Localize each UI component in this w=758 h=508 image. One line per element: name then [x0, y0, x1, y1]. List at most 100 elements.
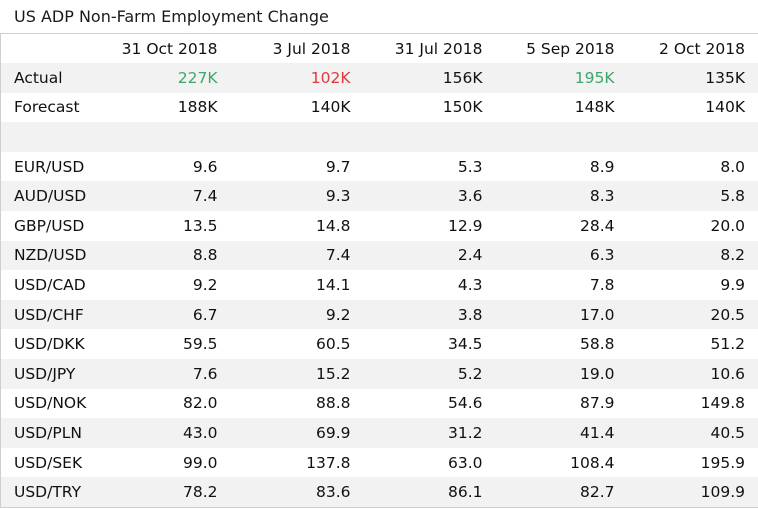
pair-value: 8.0 [628, 152, 758, 182]
pair-value: 9.3 [231, 181, 364, 211]
pair-value: 5.2 [364, 359, 496, 389]
pair-value: 41.4 [496, 418, 628, 448]
pair-value: 8.8 [89, 241, 231, 271]
row-label: Actual [1, 63, 89, 93]
pair-value: 58.8 [496, 329, 628, 359]
pair-value: 7.6 [89, 359, 231, 389]
pair-value: 99.0 [89, 448, 231, 478]
pair-value: 88.8 [231, 389, 364, 419]
pair-value: 63.0 [364, 448, 496, 478]
column-header: 31 Jul 2018 [364, 34, 496, 64]
pair-value: 137.8 [231, 448, 364, 478]
pair-value: 3.6 [364, 181, 496, 211]
pair-value: 28.4 [496, 211, 628, 241]
pair-value: 31.2 [364, 418, 496, 448]
row-label: Forecast [1, 93, 89, 123]
spacer-cell [364, 122, 496, 152]
pair-value: 9.7 [231, 152, 364, 182]
pair-value: 5.8 [628, 181, 758, 211]
pair-label: NZD/USD [1, 241, 89, 271]
pair-value: 9.2 [231, 300, 364, 330]
actual-value: 135K [628, 63, 758, 93]
pair-value: 13.5 [89, 211, 231, 241]
pair-value: 195.9 [628, 448, 758, 478]
forecast-value: 148K [496, 93, 628, 123]
pair-value: 17.0 [496, 300, 628, 330]
spacer-cell [89, 122, 231, 152]
pair-value: 34.5 [364, 329, 496, 359]
column-header: 2 Oct 2018 [628, 34, 758, 64]
pair-label: USD/CHF [1, 300, 89, 330]
pair-label: USD/CAD [1, 270, 89, 300]
employment-change-table: 31 Oct 2018 3 Jul 2018 31 Jul 2018 5 Sep… [0, 33, 758, 508]
pair-value: 43.0 [89, 418, 231, 448]
pair-value: 8.9 [496, 152, 628, 182]
pair-label: USD/DKK [1, 329, 89, 359]
pair-value: 6.3 [496, 241, 628, 271]
pair-label: USD/SEK [1, 448, 89, 478]
pair-label: AUD/USD [1, 181, 89, 211]
pair-value: 4.3 [364, 270, 496, 300]
pair-value: 7.8 [496, 270, 628, 300]
spacer-cell [1, 122, 89, 152]
forecast-value: 188K [89, 93, 231, 123]
pair-label: GBP/USD [1, 211, 89, 241]
pair-value: 3.8 [364, 300, 496, 330]
actual-value: 102K [231, 63, 364, 93]
actual-value: 156K [364, 63, 496, 93]
pair-value: 69.9 [231, 418, 364, 448]
column-header: 31 Oct 2018 [89, 34, 231, 64]
pair-value: 19.0 [496, 359, 628, 389]
spacer-cell [231, 122, 364, 152]
header-row: 31 Oct 2018 3 Jul 2018 31 Jul 2018 5 Sep… [1, 34, 758, 64]
pair-value: 20.5 [628, 300, 758, 330]
pair-value: 7.4 [231, 241, 364, 271]
column-header: 5 Sep 2018 [496, 34, 628, 64]
column-header: 3 Jul 2018 [231, 34, 364, 64]
pair-value: 40.5 [628, 418, 758, 448]
forecast-value: 150K [364, 93, 496, 123]
pair-value: 15.2 [231, 359, 364, 389]
pair-value: 10.6 [628, 359, 758, 389]
pair-value: 8.3 [496, 181, 628, 211]
actual-value: 227K [89, 63, 231, 93]
spacer-cell [628, 122, 758, 152]
pair-value: 108.4 [496, 448, 628, 478]
forecast-row: Forecast 188K 140K 150K 148K 140K [1, 93, 758, 123]
pair-value: 7.4 [89, 181, 231, 211]
pair-value: 59.5 [89, 329, 231, 359]
pair-value: 9.2 [89, 270, 231, 300]
pair-value: 54.6 [364, 389, 496, 419]
pair-label: USD/NOK [1, 389, 89, 419]
pair-value: 60.5 [231, 329, 364, 359]
pair-value: 8.2 [628, 241, 758, 271]
pair-value: 2.4 [364, 241, 496, 271]
pair-value: 14.8 [231, 211, 364, 241]
pair-value: 14.1 [231, 270, 364, 300]
pair-value: 6.7 [89, 300, 231, 330]
pair-label: USD/PLN [1, 418, 89, 448]
actual-value: 195K [496, 63, 628, 93]
pair-value: 149.8 [628, 389, 758, 419]
header-corner [1, 34, 89, 64]
forecast-value: 140K [231, 93, 364, 123]
pair-value: 87.9 [496, 389, 628, 419]
pair-value: 82.0 [89, 389, 231, 419]
pair-value: 5.3 [364, 152, 496, 182]
pair-label: EUR/USD [1, 152, 89, 182]
spacer-cell [496, 122, 628, 152]
actual-row: Actual 227K 102K 156K 195K 135K [1, 63, 758, 93]
pair-label: USD/JPY [1, 359, 89, 389]
table-title: US ADP Non-Farm Employment Change [14, 7, 329, 27]
pair-value: 51.2 [628, 329, 758, 359]
